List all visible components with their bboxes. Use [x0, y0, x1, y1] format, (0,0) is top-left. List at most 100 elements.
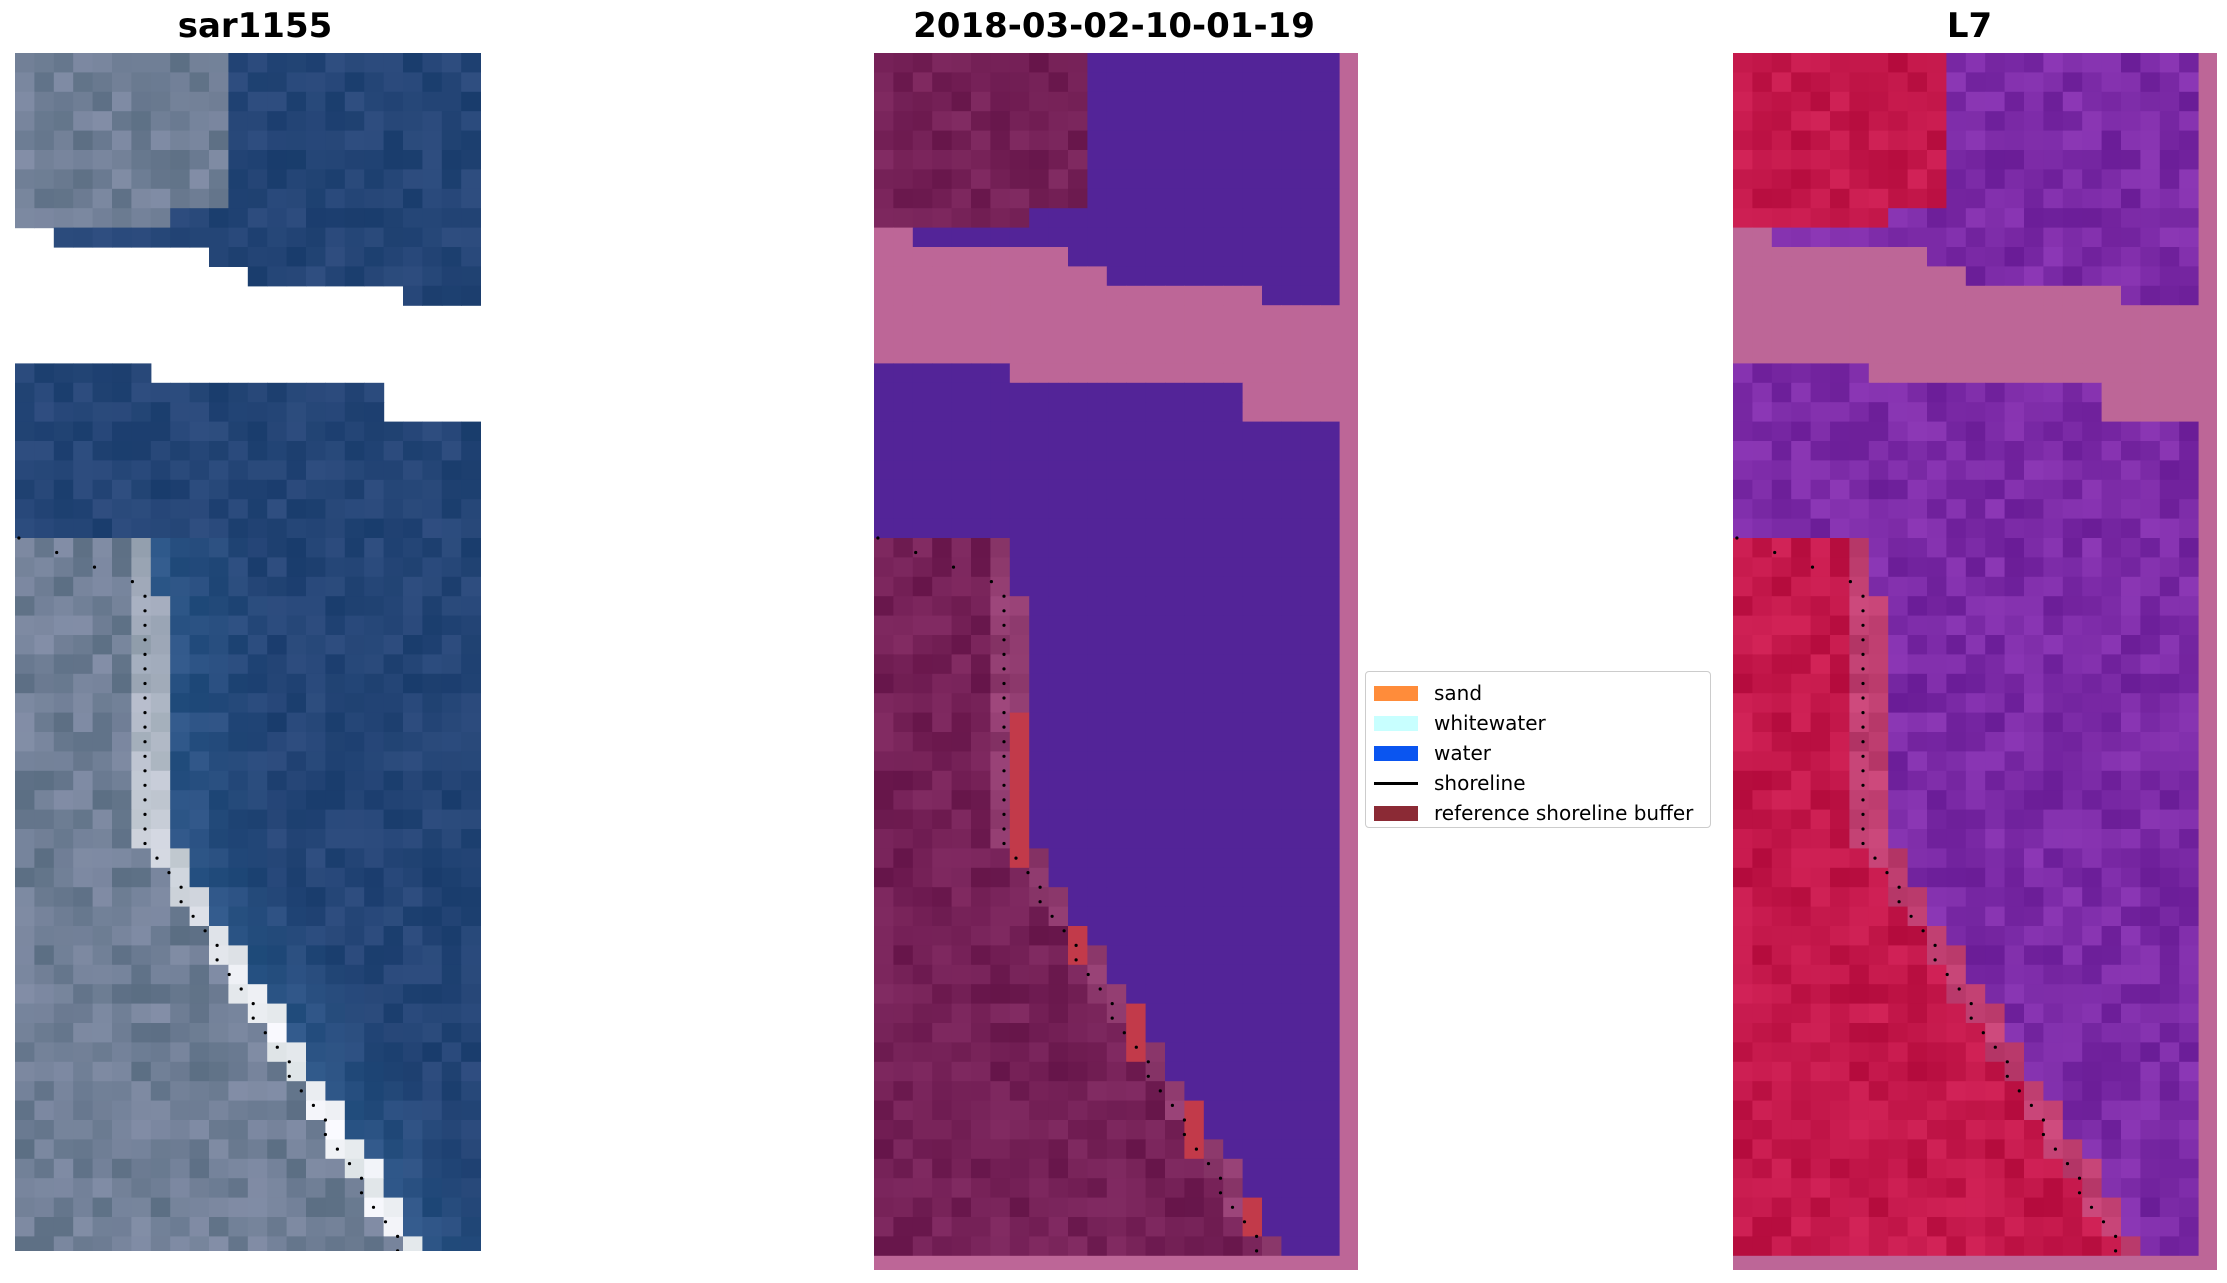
- raster-cell: [1907, 402, 1928, 423]
- raster-cell: [1868, 1100, 1889, 1121]
- raster-cell: [1300, 809, 1321, 830]
- raster-cell: [2082, 91, 2103, 112]
- raster-cell: [131, 557, 152, 578]
- raster-cell: [441, 1120, 462, 1140]
- raster-cell: [2121, 285, 2141, 306]
- raster-cell: [2159, 1197, 2180, 1218]
- raster-cell: [2024, 751, 2044, 772]
- raster-cell: [1087, 1178, 1108, 1199]
- raster-cell: [2004, 1236, 2025, 1257]
- raster-cell: [286, 1139, 307, 1160]
- raster-cell: [325, 518, 346, 539]
- raster-cell: [1810, 829, 1831, 849]
- raster-cell: [73, 732, 94, 752]
- raster-cell: [1009, 1217, 1030, 1237]
- raster-cell: [364, 1217, 385, 1237]
- raster-cell: [34, 150, 55, 170]
- raster-cell: [1888, 1236, 1909, 1257]
- raster-cell: [1907, 1236, 1928, 1257]
- raster-cell: [209, 538, 229, 558]
- raster-cell: [1888, 887, 1909, 908]
- raster-cell: [286, 1197, 307, 1218]
- raster-cell: [267, 1178, 288, 1199]
- raster-cell: [990, 441, 1011, 461]
- raster-cell: [1106, 964, 1127, 985]
- raster-cell: [1048, 615, 1069, 636]
- raster-cell: [1733, 1023, 1753, 1043]
- raster-cell: [2024, 596, 2044, 617]
- raster-cell: [1830, 324, 1850, 345]
- raster-cell: [383, 732, 404, 752]
- shoreline-point: [2065, 1162, 2070, 1166]
- raster-cell: [383, 169, 404, 190]
- raster-cell: [209, 673, 229, 694]
- raster-cell: [461, 945, 481, 966]
- raster-cell: [170, 538, 191, 558]
- raster-cell: [403, 732, 423, 752]
- raster-cell: [131, 208, 152, 229]
- raster-cell: [170, 693, 191, 714]
- raster-cell: [874, 790, 894, 811]
- raster-cell: [1791, 576, 1812, 597]
- raster-cell: [247, 1158, 268, 1179]
- raster-cell: [1946, 1061, 1967, 1082]
- raster-cell: [1300, 1217, 1321, 1237]
- raster-cell: [15, 53, 35, 73]
- legend-label: shoreline: [1434, 771, 1526, 795]
- raster-cell: [247, 382, 268, 403]
- raster-cell: [209, 770, 229, 791]
- raster-cell: [189, 188, 210, 209]
- raster-cell: [325, 635, 346, 655]
- raster-cell: [1927, 557, 1947, 578]
- raster-cell: [228, 188, 249, 209]
- raster-cell: [874, 1081, 894, 1102]
- raster-cell: [1165, 460, 1185, 481]
- raster-cell: [932, 1003, 953, 1024]
- raster-cell: [2121, 1217, 2141, 1237]
- raster-cell: [1126, 53, 1147, 73]
- raster-cell: [1203, 421, 1224, 442]
- raster-cell: [2140, 635, 2161, 655]
- raster-cell: [1927, 1061, 1947, 1082]
- raster-cell: [1009, 382, 1030, 403]
- raster-cell: [1868, 382, 1889, 403]
- raster-cell: [73, 848, 94, 869]
- raster-cell: [1165, 906, 1185, 927]
- raster-cell: [1300, 790, 1321, 811]
- raster-cell: [325, 441, 346, 461]
- raster-cell: [15, 1197, 35, 1218]
- raster-cell: [53, 712, 74, 733]
- raster-cell: [2004, 169, 2025, 190]
- raster-cell: [1300, 1197, 1321, 1218]
- raster-cell: [461, 227, 481, 248]
- raster-cell: [189, 460, 210, 481]
- raster-cell: [2101, 712, 2122, 733]
- raster-cell: [893, 945, 914, 966]
- raster-cell: [1927, 421, 1947, 442]
- raster-cell: [1300, 324, 1321, 345]
- raster-cell: [1048, 266, 1069, 287]
- shoreline-point: [1002, 711, 1006, 715]
- raster-cell: [2043, 770, 2064, 791]
- raster-cell: [1849, 363, 1870, 384]
- raster-cell: [461, 150, 481, 170]
- raster-cell: [1985, 285, 2006, 306]
- raster-cell: [1946, 1158, 1967, 1179]
- raster-cell: [2159, 829, 2180, 849]
- raster-cell: [92, 906, 113, 927]
- raster-cell: [1927, 188, 1947, 209]
- raster-cell: [2121, 829, 2141, 849]
- raster-cell: [1830, 1100, 1850, 1121]
- raster-cell: [1888, 1158, 1909, 1179]
- raster-cell: [228, 615, 249, 636]
- raster-cell: [893, 363, 914, 384]
- raster-cell: [2140, 964, 2161, 985]
- raster-cell: [422, 809, 443, 830]
- raster-cell: [286, 130, 307, 151]
- raster-cell: [951, 945, 972, 966]
- raster-cell: [1223, 130, 1244, 151]
- raster-cell: [364, 150, 385, 170]
- raster-cell: [1106, 1197, 1127, 1218]
- raster-cell: [228, 72, 249, 93]
- raster-cell: [286, 964, 307, 985]
